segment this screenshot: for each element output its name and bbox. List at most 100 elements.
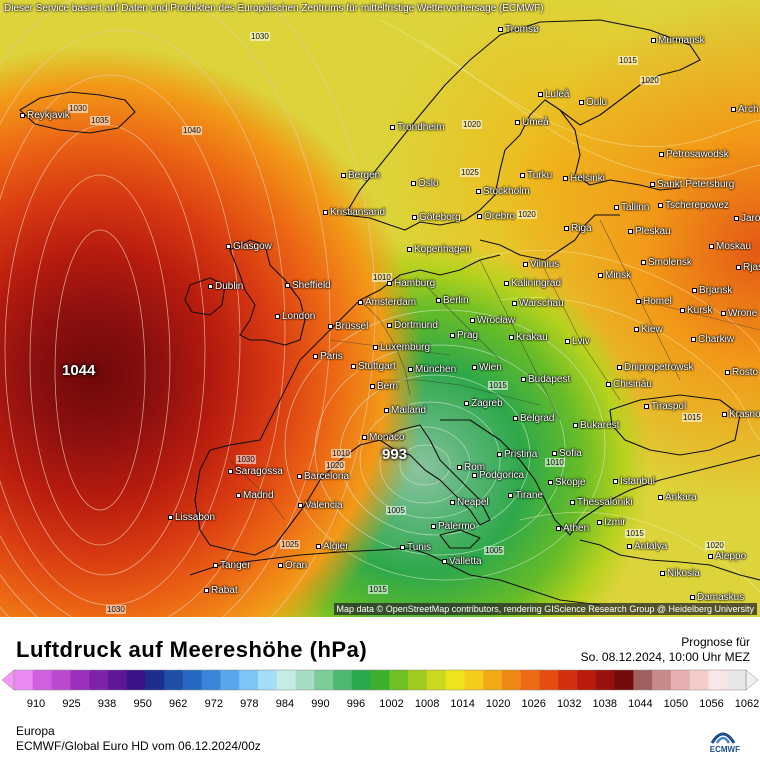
city-label: Krakau xyxy=(509,332,548,343)
city-label: Tallinn xyxy=(614,202,649,213)
scale-swatch xyxy=(426,670,447,690)
scale-swatch xyxy=(595,670,616,690)
city-label: Brüssel xyxy=(328,321,368,332)
map-attribution[interactable]: Map data © OpenStreetMap contributors, r… xyxy=(333,603,757,615)
city-label: Rosto xyxy=(725,367,758,378)
scale-swatch xyxy=(258,670,278,690)
isobar-label: 1035 xyxy=(90,116,110,125)
map-title: Luftdruck auf Meereshöhe (hPa) xyxy=(16,637,368,662)
city-label: Belgrad xyxy=(513,413,554,424)
scale-swatch xyxy=(239,670,259,690)
city-label: Reykjavik xyxy=(20,110,70,121)
isobar-label: 1015 xyxy=(488,381,508,390)
scale-tick-label: 925 xyxy=(62,698,81,710)
city-label: Sofia xyxy=(552,448,582,459)
scale-swatch xyxy=(464,670,484,690)
city-label: Tromsø xyxy=(498,24,539,35)
city-label: Brjansk xyxy=(692,285,732,296)
city-label: Luleå xyxy=(538,89,569,100)
city-label: Kiew xyxy=(634,324,663,335)
scale-swatch xyxy=(51,670,71,690)
scale-swatch xyxy=(145,670,165,690)
city-label: Paris xyxy=(313,351,343,362)
city-label: Göteborg xyxy=(412,212,461,223)
scale-swatch xyxy=(14,670,34,690)
city-label: Izmir xyxy=(597,517,626,528)
city-label: Pleskau xyxy=(628,226,671,237)
city-label: Orebro xyxy=(477,211,515,222)
scale-tick-label: 996 xyxy=(346,698,366,710)
city-label: Athen xyxy=(556,523,589,534)
scale-min-arrow xyxy=(1,669,15,691)
city-label: Kopenhagen xyxy=(407,244,471,255)
city-label: Kaliningrad xyxy=(504,278,561,289)
isobar-label: 1010 xyxy=(545,458,565,467)
city-label: Kursk xyxy=(680,305,713,316)
city-label: Dortmund xyxy=(387,320,438,331)
scale-tick-label: 1008 xyxy=(414,698,440,710)
city-label: Dnipropetrowsk xyxy=(617,362,693,373)
data-credit: Dieser Service basiert auf Daten und Pro… xyxy=(4,3,544,14)
city-label: Oulu xyxy=(579,97,607,108)
city-label: Bergen xyxy=(341,170,380,181)
city-label: Dublin xyxy=(208,281,243,292)
isobar-label: 1015 xyxy=(618,56,638,65)
city-label: Rjas xyxy=(736,262,760,273)
scale-tick-label: 1038 xyxy=(592,698,618,710)
city-label: Neapel xyxy=(450,497,489,508)
scale-swatch xyxy=(220,670,240,690)
scale-frame xyxy=(13,669,747,691)
scale-swatch xyxy=(107,670,128,690)
scale-swatch xyxy=(314,670,334,690)
city-label: Oran xyxy=(278,560,307,571)
city-label: Kristiansand xyxy=(323,207,385,218)
scale-swatch xyxy=(201,670,222,690)
scale-swatch xyxy=(708,670,728,690)
city-label: Arch xyxy=(731,104,759,115)
isobar-label: 1010 xyxy=(372,273,392,282)
city-label: Lissabon xyxy=(168,512,215,523)
scale-swatch xyxy=(445,670,466,690)
high-pressure-value: 1044 xyxy=(62,362,96,379)
scale-tick-label: 1032 xyxy=(557,698,582,710)
city-label: Turku xyxy=(520,170,552,181)
city-label: Petrosawodsk xyxy=(659,149,729,160)
city-label: Damaskus xyxy=(690,592,744,603)
scale-max-arrow xyxy=(745,669,759,691)
city-label: Tscherepowez xyxy=(658,200,729,211)
city-label: Saragossa xyxy=(228,466,283,477)
city-label: Stuttgart xyxy=(351,361,396,372)
scale-tick-label: 1014 xyxy=(450,698,475,710)
city-label: Wrone xyxy=(721,308,757,319)
isobar-label: 1020 xyxy=(705,541,725,550)
scale-swatch xyxy=(32,670,53,690)
city-label: Ankara xyxy=(658,492,697,503)
scale-swatch xyxy=(276,670,297,690)
scale-tick-label: 990 xyxy=(311,698,330,710)
city-label: Smolensk xyxy=(641,257,692,268)
city-label: München xyxy=(408,364,456,375)
scale-swatch xyxy=(633,670,653,690)
scale-swatch xyxy=(502,670,522,690)
pressure-field xyxy=(0,0,760,617)
scale-swatch xyxy=(389,670,409,690)
city-label: Prag xyxy=(450,330,478,341)
scale-tick-label: 1050 xyxy=(663,698,689,710)
forecast-time: So. 08.12.2024, 10:00 Uhr MEZ xyxy=(580,650,750,664)
scale-swatch xyxy=(520,670,541,690)
scale-tick-label: 1026 xyxy=(521,698,546,710)
city-label: Krasno xyxy=(722,409,760,420)
region-label: Europa xyxy=(16,724,55,738)
city-label: Mailand xyxy=(384,405,426,416)
scale-swatch xyxy=(89,670,109,690)
scale-swatch xyxy=(370,670,390,690)
forecast-label: Prognose für xyxy=(681,635,750,649)
isobar-label: 1020 xyxy=(325,461,345,470)
city-label: Stockholm xyxy=(476,186,530,197)
scale-swatch xyxy=(295,670,315,690)
scale-tick-label: 972 xyxy=(204,698,223,710)
scale-swatch xyxy=(539,670,559,690)
city-label: Tirane xyxy=(508,490,543,501)
low-pressure-value: 993 xyxy=(382,446,408,463)
city-label: Algier xyxy=(316,541,349,552)
